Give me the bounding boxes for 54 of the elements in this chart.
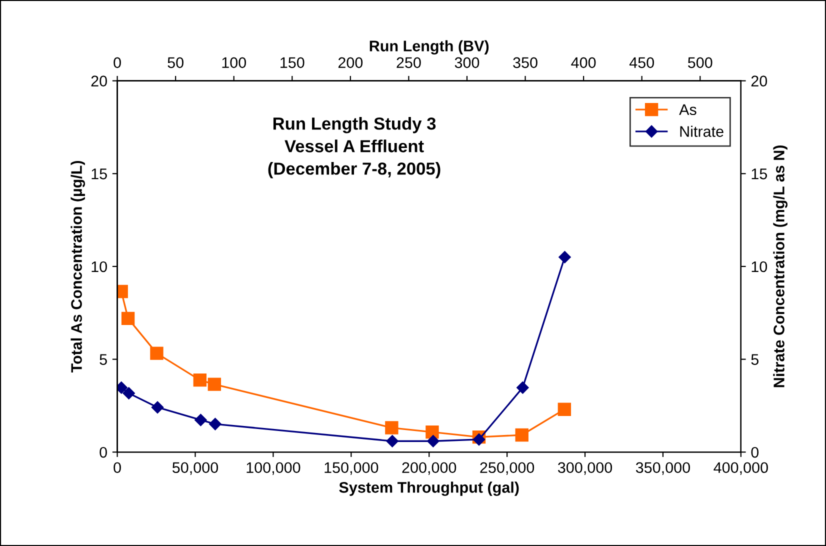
text: Run Length Study 3 Vessel A Effluent (December 7-8, 2005) (268, 117, 440, 178)
y-tick-label: 10 (92, 261, 107, 272)
point (122, 387, 135, 400)
x2-tick-label: 100 (222, 57, 246, 68)
y2-axis-title: Nitrate Concentration (mg/L as N) (773, 146, 788, 388)
point (150, 346, 164, 360)
y2-tick-label: 5 (751, 354, 758, 365)
x2-tick-label: 300 (454, 57, 480, 68)
x-tick-label: 400,000 (714, 462, 768, 475)
x-tick-label: 250,000 (480, 462, 534, 475)
point (193, 373, 207, 387)
x2-tick-label: 350 (513, 57, 538, 68)
y-tick-label: 20 (91, 76, 107, 86)
x2-tick-label: 500 (688, 57, 712, 68)
y2-tick-label: 20 (751, 76, 768, 86)
point (472, 433, 486, 446)
legend-label: Nitrate (680, 126, 724, 137)
x-tick-label: 350,000 (636, 462, 690, 475)
point (386, 435, 398, 448)
legend-label: As (679, 104, 696, 116)
point (558, 251, 571, 264)
x2-tick-label: 450 (629, 57, 654, 68)
x2-tick-label: 50 (168, 57, 184, 68)
y-tick-label: 0 (100, 446, 107, 458)
point (151, 401, 164, 414)
x2-tick-label: 250 (396, 57, 421, 68)
y2-tick-label: 15 (752, 168, 767, 180)
y2-tick-label: 10 (752, 261, 768, 272)
point (385, 421, 398, 434)
x2-tick-label: 0 (114, 57, 121, 68)
y-tick-label: 5 (100, 354, 107, 365)
point (427, 435, 440, 448)
y2-tick-label: 0 (751, 446, 759, 458)
point (121, 312, 135, 326)
point (515, 428, 528, 442)
x2-axis-title: Run Length (BV) (370, 40, 489, 55)
x-tick-label: 200,000 (402, 462, 456, 475)
y-axis-title: Total As Concentration (µg/L) (70, 160, 86, 373)
x-axis-title: System Throughput (gal) (339, 482, 519, 496)
x-tick-label: 150,000 (324, 462, 378, 475)
x2-tick-label: 200 (338, 57, 363, 68)
x-tick-label: 100,000 (246, 462, 300, 475)
point (516, 382, 529, 394)
x2-tick-label: 150 (280, 57, 304, 68)
point (426, 425, 439, 439)
x-tick-label: 0 (114, 462, 121, 474)
x2-tick-label: 400 (571, 57, 596, 68)
x-tick-label: 50,000 (172, 462, 218, 475)
point (194, 414, 207, 426)
y-tick-label: 15 (92, 168, 107, 180)
point (208, 378, 222, 391)
x-tick-label: 300,000 (558, 462, 612, 475)
point (209, 418, 222, 430)
point (558, 402, 572, 416)
